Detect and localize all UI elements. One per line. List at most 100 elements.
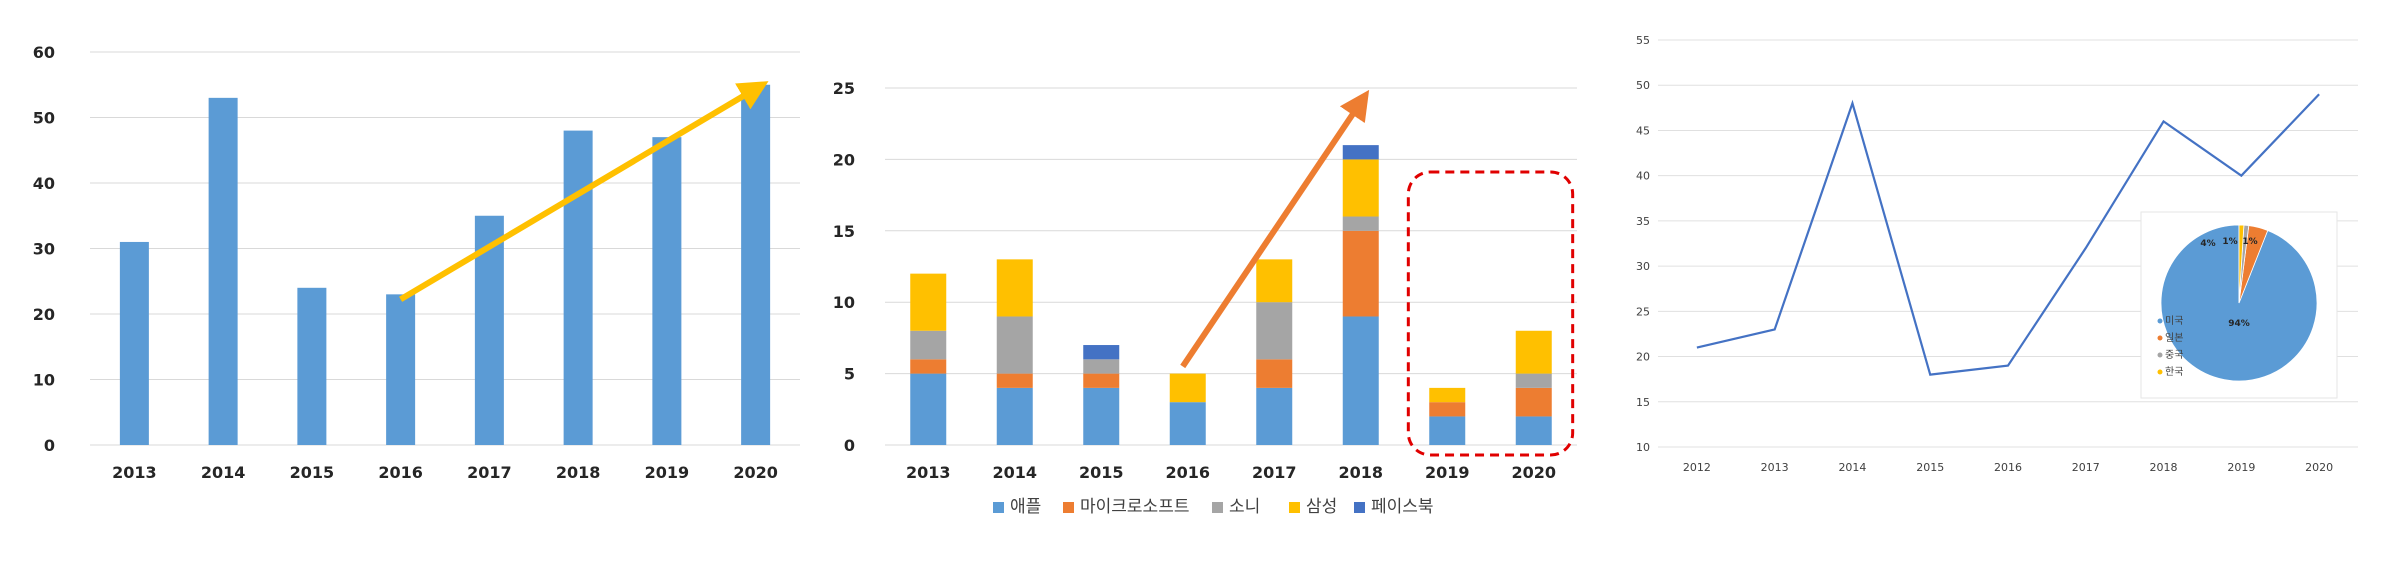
y-tick-label: 55	[1636, 34, 1650, 47]
highlight-box	[1406, 170, 1575, 457]
legend-swatch	[993, 502, 1004, 513]
bar-segment	[1515, 387, 1552, 417]
line-series	[1696, 93, 2320, 376]
y-tick-label: 0	[844, 436, 855, 455]
x-tick-label: 2019	[2227, 461, 2255, 474]
legend-swatch	[1212, 502, 1223, 513]
bar-segment	[1429, 416, 1466, 445]
bar-segment	[996, 316, 1033, 374]
bar-segment	[910, 359, 947, 374]
pie-legend-label: 미국	[2165, 315, 2183, 327]
bar-segment	[1515, 373, 1552, 388]
y-tick-label: 5	[844, 365, 855, 384]
x-tick-label: 2020	[2305, 461, 2333, 474]
bar	[386, 294, 416, 445]
bar	[297, 287, 327, 445]
y-tick-label: 50	[33, 109, 55, 128]
y-tick-label: 10	[1636, 441, 1650, 454]
bar-chart-left: 0 10 20 30 40 50 60 2013 2014 2015 2016 2017 2018 201…	[33, 43, 800, 482]
y-tick-label: 45	[1636, 124, 1650, 137]
bar-segment	[910, 273, 947, 331]
y-tick-label: 40	[1636, 170, 1650, 183]
pie-legend-marker	[2157, 352, 2163, 358]
bar-segment	[1515, 416, 1552, 445]
bar-segment	[1342, 216, 1379, 231]
line-chart-right: 10 15 20 25 30 35 40 45 50 55 2012 2013 2014 2015 2016…	[1636, 34, 2358, 474]
bar-segment	[1429, 402, 1466, 417]
pie-data-label: 1%	[2242, 237, 2257, 247]
y-tick-label: 10	[33, 371, 55, 390]
bar-segment	[1342, 316, 1379, 445]
y-tick-label: 20	[33, 305, 55, 324]
trend-arrow	[399, 81, 769, 302]
pie-slice	[2238, 224, 2245, 304]
x-tick-label: 2013	[1761, 461, 1789, 474]
bar-segment	[1256, 302, 1293, 360]
bar-segment	[1083, 359, 1120, 374]
bar-segment	[996, 259, 1033, 317]
x-tick-label: 2019	[645, 463, 690, 482]
y-tick-label: 40	[33, 174, 55, 193]
bar-segment	[1169, 402, 1206, 445]
bar-segment	[1429, 387, 1466, 403]
bar-segment	[1342, 159, 1379, 217]
x-tick-label: 2014	[992, 463, 1037, 482]
x-tick-label: 2016	[1165, 463, 1210, 482]
bar-segment	[1515, 330, 1552, 374]
pie-legend-marker	[2157, 369, 2163, 375]
legend-swatch	[1354, 502, 1365, 513]
legend-label: 마이크로소프트	[1080, 497, 1189, 517]
stacked-bar-chart-middle: 0 5 10 15 20 25 2013 2014 2015 2016 2017 2018 2019 20…	[833, 79, 1577, 517]
bar	[652, 137, 682, 445]
y-tick-label: 35	[1636, 215, 1650, 228]
bar-segment	[910, 330, 947, 360]
bar	[741, 84, 771, 445]
bar-segment	[910, 373, 947, 445]
y-tick-label: 20	[833, 150, 855, 169]
bar	[563, 130, 593, 445]
y-tick-label: 30	[33, 240, 55, 259]
x-tick-label: 2020	[1511, 463, 1556, 482]
pie-legend-label: 일본	[2165, 332, 2183, 344]
bar	[119, 241, 149, 445]
legend-swatch	[1289, 502, 1300, 513]
x-tick-label: 2017	[2072, 461, 2100, 474]
pie-legend-label: 중국	[2165, 349, 2183, 361]
x-tick-label: 2017	[467, 463, 512, 482]
y-tick-label: 15	[833, 222, 855, 241]
y-tick-label: 10	[833, 293, 855, 312]
pie-legend-marker	[2157, 318, 2163, 324]
x-tick-label: 2013	[112, 463, 157, 482]
legend-label: 페이스북	[1371, 497, 1434, 517]
x-tick-label: 2018	[2150, 461, 2178, 474]
x-tick-label: 2015	[1079, 463, 1124, 482]
trend-arrow	[1180, 89, 1370, 369]
bar-segment	[1083, 373, 1120, 388]
y-tick-label: 0	[44, 436, 55, 455]
bar-segment	[1256, 359, 1293, 388]
x-tick-label: 2014	[201, 463, 246, 482]
bar-segment	[1256, 387, 1293, 445]
y-tick-label: 25	[833, 79, 855, 98]
bar-segment	[1083, 387, 1120, 445]
y-tick-label: 25	[1636, 305, 1650, 318]
bar-segment	[996, 373, 1033, 388]
y-tick-label: 50	[1636, 79, 1650, 92]
bar-segment	[1342, 145, 1379, 160]
x-tick-label: 2012	[1683, 461, 1711, 474]
y-tick-label: 60	[33, 43, 55, 62]
x-tick-label: 2019	[1425, 463, 1470, 482]
x-tick-label: 2015	[1916, 461, 1944, 474]
pie-data-label: 1%	[2222, 237, 2237, 247]
x-tick-label: 2018	[556, 463, 601, 482]
legend-label: 애플	[1010, 497, 1041, 517]
pie-data-label: 94%	[2228, 319, 2250, 329]
y-tick-label: 20	[1636, 351, 1650, 364]
bar-segment	[996, 387, 1033, 445]
legend-label: 소니	[1229, 497, 1260, 517]
x-tick-label: 2018	[1338, 463, 1383, 482]
legend-label: 삼성	[1306, 497, 1337, 517]
x-tick-label: 2013	[906, 463, 951, 482]
pie-data-label: 4%	[2200, 239, 2215, 249]
x-tick-label: 2016	[378, 463, 423, 482]
